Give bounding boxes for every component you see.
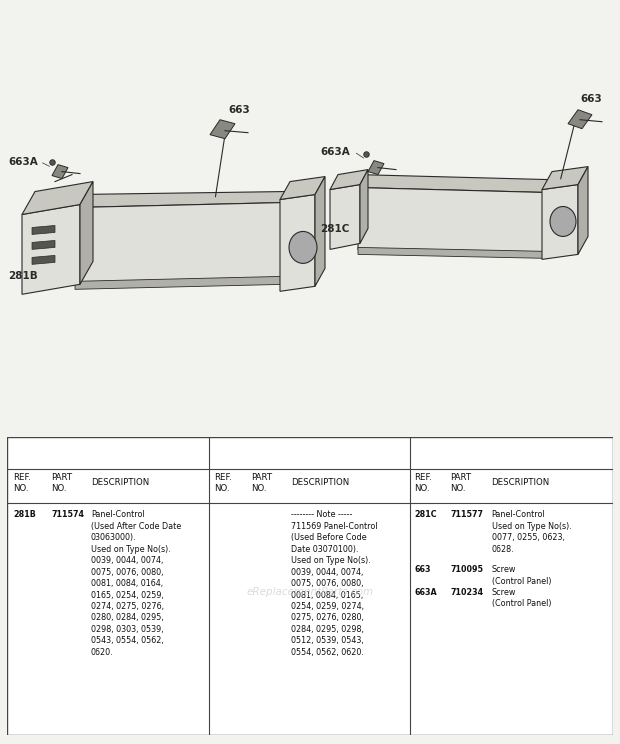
Text: 663A: 663A bbox=[414, 588, 437, 597]
Polygon shape bbox=[315, 176, 325, 286]
Text: DESCRIPTION: DESCRIPTION bbox=[91, 478, 149, 487]
Polygon shape bbox=[210, 120, 235, 138]
Ellipse shape bbox=[550, 207, 576, 237]
Text: 663A: 663A bbox=[8, 157, 38, 167]
Text: REF.
NO.: REF. NO. bbox=[14, 473, 31, 493]
Polygon shape bbox=[75, 202, 285, 284]
Text: 281C: 281C bbox=[414, 510, 436, 519]
Polygon shape bbox=[22, 182, 93, 214]
Polygon shape bbox=[368, 161, 384, 175]
Polygon shape bbox=[542, 185, 578, 260]
Text: Screw
(Control Panel): Screw (Control Panel) bbox=[492, 588, 551, 608]
Polygon shape bbox=[32, 225, 55, 234]
Polygon shape bbox=[360, 170, 368, 243]
Text: 281C: 281C bbox=[320, 225, 350, 234]
Polygon shape bbox=[22, 205, 80, 295]
Text: 663: 663 bbox=[414, 565, 430, 574]
Text: eReplacementParts.com: eReplacementParts.com bbox=[246, 587, 374, 597]
Polygon shape bbox=[75, 276, 285, 289]
Text: 710234: 710234 bbox=[450, 588, 484, 597]
Text: REF.
NO.: REF. NO. bbox=[414, 473, 432, 493]
Polygon shape bbox=[52, 164, 68, 179]
Text: DESCRIPTION: DESCRIPTION bbox=[492, 478, 550, 487]
Polygon shape bbox=[542, 167, 588, 190]
Polygon shape bbox=[358, 248, 548, 258]
Text: 711577: 711577 bbox=[450, 510, 484, 519]
Text: Panel-Control
Used on Type No(s).
0077, 0255, 0623,
0628.: Panel-Control Used on Type No(s). 0077, … bbox=[492, 510, 571, 554]
Text: PART
NO.: PART NO. bbox=[450, 473, 472, 493]
Text: 281B: 281B bbox=[14, 510, 37, 519]
Text: Panel-Control
(Used After Code Date
03063000).
Used on Type No(s).
0039, 0044, 0: Panel-Control (Used After Code Date 0306… bbox=[91, 510, 181, 657]
Text: 711574: 711574 bbox=[51, 510, 84, 519]
Text: 663: 663 bbox=[580, 94, 602, 103]
Text: 663A: 663A bbox=[320, 147, 350, 157]
Polygon shape bbox=[568, 109, 592, 129]
Polygon shape bbox=[80, 182, 93, 284]
Text: 663: 663 bbox=[228, 105, 250, 115]
Text: -------- Note -----
711569 Panel-Control
(Used Before Code
Date 03070100).
Used : -------- Note ----- 711569 Panel-Control… bbox=[291, 510, 377, 657]
Polygon shape bbox=[358, 175, 548, 193]
Polygon shape bbox=[578, 167, 588, 254]
Text: PART
NO.: PART NO. bbox=[51, 473, 72, 493]
Text: 281B: 281B bbox=[8, 272, 38, 281]
Polygon shape bbox=[330, 185, 360, 249]
Polygon shape bbox=[330, 170, 368, 190]
FancyBboxPatch shape bbox=[7, 437, 613, 735]
Text: REF.
NO.: REF. NO. bbox=[215, 473, 232, 493]
Polygon shape bbox=[358, 187, 548, 252]
Polygon shape bbox=[32, 240, 55, 249]
Polygon shape bbox=[32, 255, 55, 264]
Polygon shape bbox=[280, 176, 325, 199]
Ellipse shape bbox=[289, 231, 317, 263]
Text: DESCRIPTION: DESCRIPTION bbox=[291, 478, 349, 487]
Text: 710095: 710095 bbox=[450, 565, 484, 574]
Polygon shape bbox=[75, 191, 285, 208]
Text: PART
NO.: PART NO. bbox=[251, 473, 272, 493]
Polygon shape bbox=[280, 194, 315, 292]
Text: Screw
(Control Panel): Screw (Control Panel) bbox=[492, 565, 551, 586]
